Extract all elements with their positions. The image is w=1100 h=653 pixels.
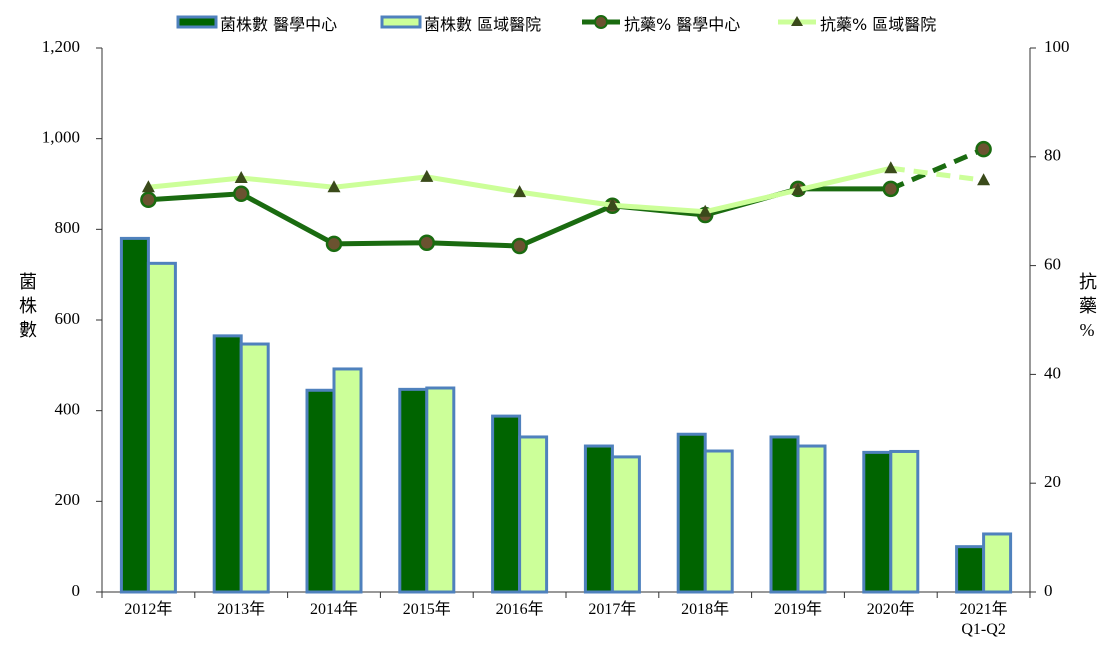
y2-tick-label: 0	[1044, 581, 1053, 600]
y-tick-label: 400	[55, 400, 81, 419]
x-tick-label: 2018年	[681, 601, 730, 618]
y2-tick-label: 60	[1044, 255, 1061, 274]
y-tick-label: 800	[55, 218, 81, 237]
y2-tick-label: 80	[1044, 146, 1061, 165]
marker	[234, 171, 248, 184]
marker	[977, 173, 991, 186]
bar	[425, 386, 456, 594]
marker	[325, 235, 343, 253]
y-tick-label: 0	[72, 581, 81, 600]
line-dashed	[889, 146, 985, 192]
bar	[676, 432, 707, 594]
y2-tick-label: 20	[1044, 472, 1061, 491]
x-tick-label: 2013年	[217, 601, 266, 618]
bar	[146, 261, 177, 594]
x-tick-label: 2019年	[773, 601, 822, 618]
x-tick-label: 2014年	[309, 601, 358, 618]
y-tick-label: 1,000	[42, 128, 80, 147]
bar	[398, 387, 429, 594]
bar	[583, 444, 614, 594]
y2-tick-label: 100	[1044, 37, 1070, 56]
marker	[791, 182, 805, 195]
x-tick-label: 2017年	[588, 601, 637, 618]
marker	[882, 180, 900, 198]
x-tick-label: 2020年	[866, 601, 915, 618]
line-dashed	[890, 165, 984, 183]
x-tick-label: 2015年	[402, 601, 451, 618]
marker	[418, 234, 436, 252]
y2-tick-label: 40	[1044, 363, 1061, 382]
marker	[511, 237, 528, 255]
legend-label: 抗藥% 醫學中心	[624, 15, 741, 34]
marker	[698, 204, 712, 217]
bar	[305, 388, 336, 594]
legend-marker	[791, 16, 803, 26]
marker	[884, 161, 898, 174]
bar	[518, 435, 549, 594]
bar	[889, 449, 920, 594]
bar	[212, 334, 243, 594]
bar	[491, 414, 522, 594]
legend-label: 菌株數 區域醫院	[424, 15, 542, 34]
y2-axis-label: 抗藥%	[1077, 272, 1097, 346]
marker	[232, 185, 250, 203]
bar	[119, 236, 150, 594]
y-axis-label: 菌株數	[17, 272, 37, 344]
y-tick-label: 600	[55, 309, 81, 328]
legend-label: 菌株數 醫學中心	[220, 15, 338, 34]
bar	[332, 367, 363, 594]
marker	[141, 180, 155, 193]
legend-swatch	[176, 15, 218, 29]
marker	[513, 185, 527, 198]
bar	[239, 342, 270, 594]
legend-label: 抗藥% 區域醫院	[820, 15, 937, 34]
bar	[769, 435, 800, 594]
y-tick-label: 1,200	[42, 37, 80, 56]
line	[148, 186, 891, 249]
bar	[955, 545, 986, 594]
bar	[610, 455, 641, 594]
x-tick-label: 2021年 Q1-Q2	[959, 601, 1008, 638]
bar	[703, 449, 734, 594]
x-tick-label: 2016年	[495, 601, 544, 618]
marker	[327, 180, 341, 193]
marker	[975, 140, 992, 158]
legend-marker	[594, 15, 608, 29]
marker	[140, 191, 157, 209]
marker	[605, 198, 619, 211]
marker	[420, 169, 434, 182]
y-tick-label: 200	[55, 490, 81, 509]
bar	[982, 532, 1013, 594]
x-tick-label: 2012年	[124, 601, 173, 618]
legend-swatch	[380, 15, 422, 29]
bar	[796, 444, 827, 594]
bar	[862, 450, 893, 594]
